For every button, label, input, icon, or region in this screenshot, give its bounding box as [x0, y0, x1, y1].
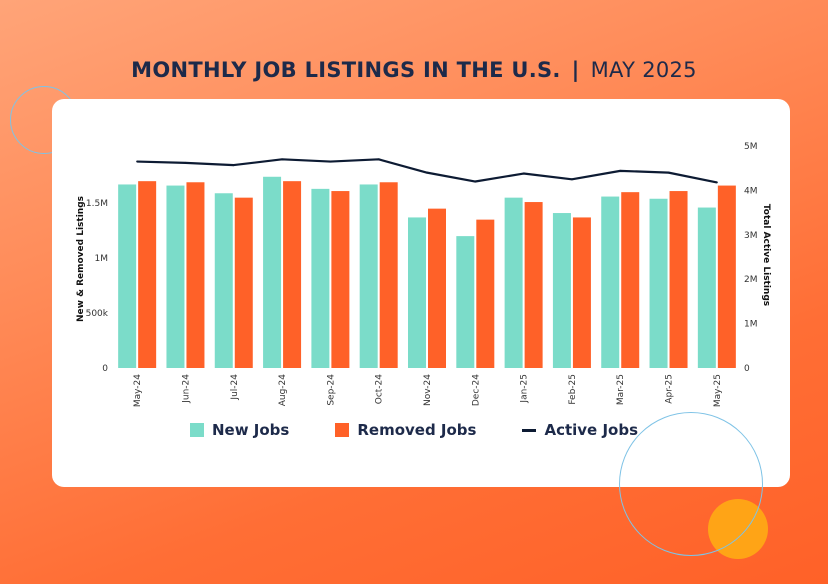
- bar-removed-jobs-jan-25: [524, 202, 543, 368]
- bar-new-jobs-apr-25: [649, 198, 668, 368]
- title-date: MAY 2025: [590, 58, 697, 82]
- point-active-jobs-aug-24: [281, 158, 284, 161]
- y-left-tick-label: 0: [102, 364, 108, 374]
- point-active-jobs-nov-24: [426, 171, 428, 174]
- x-tick-label: Dec-24: [471, 374, 481, 406]
- y-right-tick-label: 4M: [744, 186, 758, 196]
- legend-item-active-jobs: Active Jobs: [522, 421, 638, 439]
- x-tick-label: May-24: [133, 374, 143, 407]
- y-right-tick-label: 0: [744, 364, 750, 374]
- bar-new-jobs-sep-24: [311, 188, 330, 368]
- bar-new-jobs-oct-24: [359, 184, 378, 368]
- legend-label-new-jobs: New Jobs: [211, 421, 290, 439]
- point-active-jobs-dec-24: [474, 180, 477, 183]
- y-left-tick-label: 1M: [95, 254, 109, 264]
- y-right-tick-label: 1M: [744, 320, 758, 330]
- legend-item-removed-jobs: Removed Jobs: [335, 421, 476, 439]
- bar-removed-jobs-may-25: [717, 185, 736, 368]
- x-tick-label: Feb-25: [568, 374, 578, 405]
- line-active-jobs: [137, 158, 718, 184]
- point-active-jobs-may-25: [715, 181, 718, 184]
- legend: New Jobs Removed Jobs Active Jobs: [0, 421, 828, 439]
- x-tick-label: Jan-25: [520, 374, 530, 404]
- bar-new-jobs-feb-25: [552, 213, 571, 368]
- legend-swatch-new-jobs: [189, 423, 204, 437]
- x-tick-label: Aug-24: [278, 374, 288, 407]
- bar-new-jobs-dec-24: [456, 236, 475, 368]
- legend-swatch-removed-jobs: [335, 423, 350, 437]
- y-left-tick-label: 500k: [86, 309, 109, 319]
- x-tick-label: Sep-24: [326, 374, 336, 406]
- title-main: MONTHLY JOB LISTINGS IN THE U.S.: [131, 58, 561, 82]
- bar-removed-jobs-apr-25: [669, 191, 688, 368]
- bar-new-jobs-jul-24: [214, 193, 233, 368]
- legend-label-removed-jobs: Removed Jobs: [357, 421, 477, 439]
- point-active-jobs-jul-24: [232, 164, 235, 167]
- point-active-jobs-apr-25: [667, 171, 670, 174]
- x-tick-label: Apr-25: [665, 374, 675, 404]
- y-right-tick-label: 5M: [744, 142, 758, 152]
- bar-new-jobs-nov-24: [408, 217, 426, 368]
- y-left-axis-title: New & Removed Listings: [76, 196, 86, 322]
- bar-removed-jobs-jun-24: [186, 182, 205, 368]
- point-active-jobs-sep-24: [329, 160, 332, 163]
- bar-removed-jobs-dec-24: [476, 219, 495, 368]
- x-tick-label: Jul-24: [230, 374, 240, 401]
- point-active-jobs-jun-24: [184, 161, 187, 164]
- chart-title: MONTHLY JOB LISTINGS IN THE U.S. | MAY 2…: [0, 58, 828, 82]
- bar-removed-jobs-mar-25: [621, 192, 640, 368]
- bar-new-jobs-jun-24: [166, 185, 185, 368]
- y-right-axis-title: Total Active Listings: [761, 204, 771, 306]
- bar-new-jobs-aug-24: [263, 176, 282, 368]
- legend-swatch-active-jobs: [522, 428, 537, 432]
- bar-removed-jobs-aug-24: [283, 181, 302, 368]
- y-right-tick-label: 3M: [744, 231, 758, 241]
- bar-removed-jobs-oct-24: [379, 182, 398, 368]
- x-tick-label: Jun-24: [181, 374, 191, 404]
- bar-new-jobs-mar-25: [601, 196, 620, 368]
- bar-new-jobs-may-24: [118, 184, 137, 368]
- x-tick-label: May-25: [713, 374, 723, 407]
- x-tick-label: Oct-24: [375, 374, 385, 405]
- point-active-jobs-jan-25: [522, 172, 525, 175]
- point-active-jobs-mar-25: [619, 169, 622, 172]
- title-separator: |: [571, 58, 580, 82]
- bar-removed-jobs-feb-25: [572, 217, 591, 368]
- legend-item-new-jobs: New Jobs: [189, 421, 290, 439]
- point-active-jobs-feb-25: [570, 178, 573, 181]
- bar-removed-jobs-may-24: [138, 181, 157, 368]
- y-right-tick-label: 2M: [744, 275, 758, 285]
- bar-removed-jobs-nov-24: [428, 208, 446, 368]
- y-left-tick-label: 1.5M: [86, 199, 108, 209]
- bar-removed-jobs-sep-24: [331, 191, 350, 368]
- point-active-jobs-oct-24: [377, 158, 380, 161]
- legend-label-active-jobs: Active Jobs: [544, 421, 639, 439]
- bar-new-jobs-jan-25: [504, 197, 523, 368]
- bar-removed-jobs-jul-24: [234, 197, 253, 368]
- x-tick-label: Mar-25: [616, 374, 626, 405]
- point-active-jobs-may-24: [136, 160, 139, 163]
- bar-new-jobs-may-25: [697, 207, 716, 368]
- x-tick-label: Nov-24: [423, 374, 433, 406]
